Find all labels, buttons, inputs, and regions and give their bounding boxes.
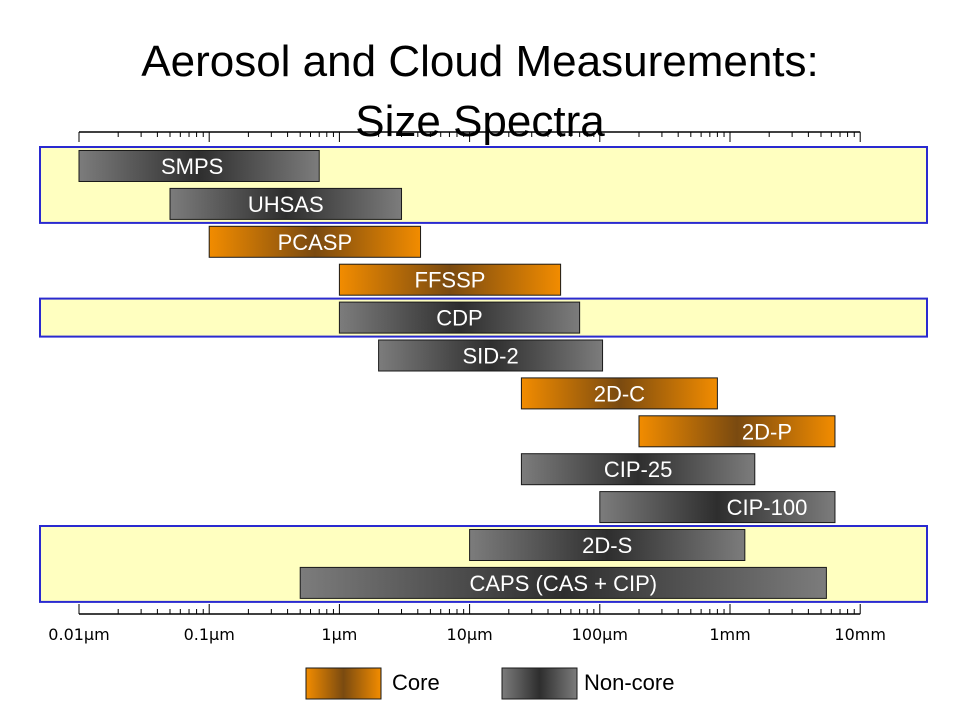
tick-label-1mm: 1mm (709, 625, 750, 644)
bar-cdp (338, 301, 581, 334)
legend-swatch-non-core (501, 667, 578, 700)
bar-label-2d-p: 2D-P (742, 419, 792, 444)
bar-label-caps-cas-cip: CAPS (CAS + CIP) (469, 571, 657, 596)
bar-label-uhsas: UHSAS (248, 192, 324, 217)
bar-cip-100 (599, 491, 836, 524)
legend-label-core: Core (392, 670, 440, 695)
bar-label-pcasp: PCASP (278, 230, 353, 255)
bar-smps (78, 150, 320, 182)
bar-label-2d-c: 2D-C (594, 381, 645, 406)
bar-group-cip-25: CIP-25 (520, 453, 756, 486)
bar-group-cdp: CDP (338, 301, 581, 334)
bar-sid-2 (378, 339, 604, 372)
tick-label-10-m: 10µm (447, 625, 493, 644)
bar-label-sid-2: SID-2 (462, 344, 518, 369)
bottom-axis: 0.01µm 0.1µm 1µm 10µm 100µm 1mm 10mm (48, 604, 886, 644)
bar-label-ffssp: FFSSP (415, 268, 486, 293)
bar-group-caps-cas-cip: CAPS (CAS + CIP) (299, 566, 827, 599)
bar-label-cdp: CDP (436, 306, 482, 331)
bar-group-2d-s: 2D-S (469, 529, 746, 561)
tick-label-0-1-m: 0.1µm (184, 625, 235, 644)
title-line-1: Aerosol and Cloud Measurements: (141, 37, 819, 86)
bar-ffssp (338, 263, 562, 296)
bar-label-cip-100: CIP-100 (727, 495, 808, 520)
bar-group-2d-p: 2D-P (638, 415, 836, 448)
legend-swatch-core (305, 667, 382, 700)
bar-group-cip-100: CIP-100 (599, 491, 836, 524)
bar-label-cip-25: CIP-25 (604, 457, 672, 482)
legend: Core Non-core (305, 667, 674, 700)
bar-group-ffssp: FFSSP (338, 263, 562, 296)
bar-label-2d-s: 2D-S (582, 533, 632, 558)
top-axis (78, 131, 861, 142)
tick-label-0-01-m: 0.01µm (48, 625, 109, 644)
bar-pcasp (208, 225, 422, 258)
bar-label-smps: SMPS (161, 154, 223, 179)
bar-group-sid-2: SID-2 (378, 339, 604, 372)
title-line-2: Size Spectra (355, 97, 605, 146)
tick-label-1-m: 1µm (321, 625, 357, 644)
bar-uhsas (169, 187, 403, 220)
tick-label-100-m: 100µm (572, 625, 628, 644)
legend-item-core: Core (305, 667, 440, 700)
bar-2d-s (469, 529, 746, 561)
bar-group-smps: SMPS (78, 150, 320, 182)
bar-group-2d-c: 2D-C (520, 377, 718, 410)
legend-item-non-core: Non-core (501, 667, 674, 700)
bar-2d-c (520, 377, 718, 410)
slide-title: Aerosol and Cloud Measurements: Size Spe… (0, 32, 960, 152)
instrument-bars: SMPS UHSAS PCASP FFSSP CDP SID-2 2D-C 2D-P CIP-2… (78, 150, 836, 599)
bar-group-pcasp: PCASP (208, 225, 422, 258)
bar-caps-cas-cip (299, 566, 827, 599)
tick-label-10mm: 10mm (834, 625, 886, 644)
bar-cip-25 (520, 453, 756, 486)
bar-group-uhsas: UHSAS (169, 187, 403, 220)
legend-label-non-core: Non-core (584, 670, 674, 695)
bar-2d-p (638, 415, 836, 448)
